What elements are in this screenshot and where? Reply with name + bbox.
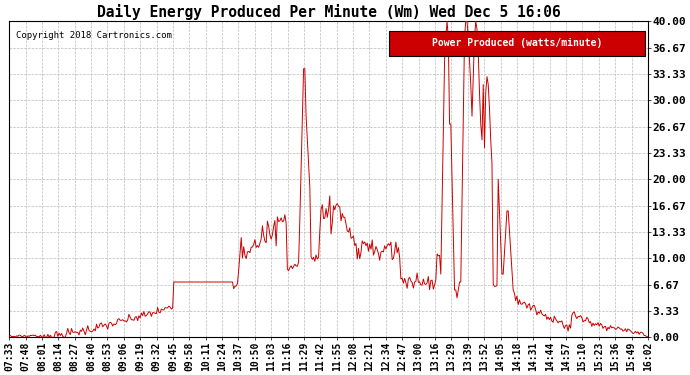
Bar [389,31,644,56]
Title: Daily Energy Produced Per Minute (Wm) Wed Dec 5 16:06: Daily Energy Produced Per Minute (Wm) We… [97,4,560,20]
Text: Copyright 2018 Cartronics.com: Copyright 2018 Cartronics.com [16,31,171,40]
Text: Power Produced (watts/minute): Power Produced (watts/minute) [432,38,602,48]
